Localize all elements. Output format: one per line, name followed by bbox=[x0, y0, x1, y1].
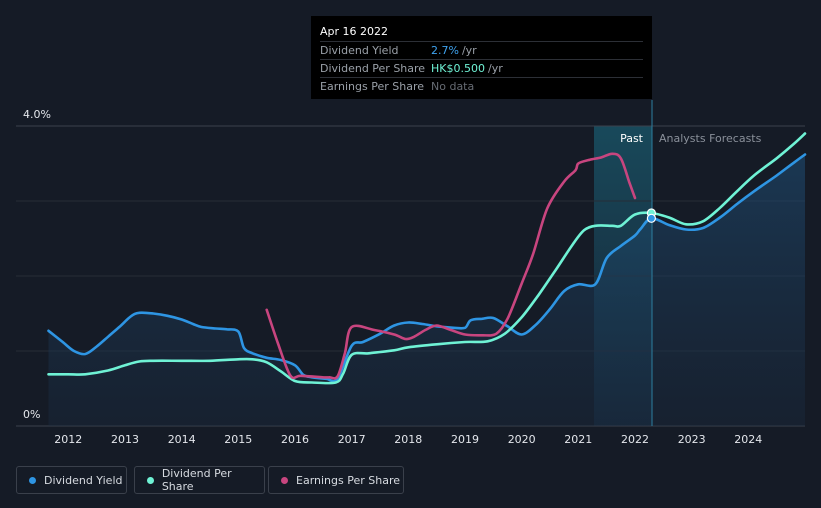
tooltip-label: Earnings Per Share bbox=[320, 80, 425, 93]
legend-dot-icon bbox=[281, 476, 288, 484]
legend-dot-icon bbox=[29, 476, 36, 484]
x-tick-label: 2020 bbox=[508, 433, 536, 446]
y-label-top: 4.0% bbox=[23, 108, 51, 121]
x-tick-label: 2019 bbox=[451, 433, 479, 446]
tooltip-label: Dividend Per Share bbox=[320, 62, 426, 75]
y-label-bottom: 0% bbox=[23, 408, 40, 421]
legend-dot-icon bbox=[147, 476, 154, 484]
dividend-per-share-line bbox=[47, 132, 807, 385]
tooltip: Apr 16 2022 Dividend Yield 2.7% /yr Divi… bbox=[311, 16, 652, 99]
legend-label: Dividend Yield bbox=[44, 473, 123, 487]
x-tick-label: 2018 bbox=[394, 433, 422, 446]
legend-label: Earnings Per Share bbox=[296, 473, 401, 487]
x-tick-label: 2022 bbox=[621, 433, 649, 446]
tooltip-unit: /yr bbox=[487, 62, 503, 75]
x-tick-label: 2016 bbox=[281, 433, 309, 446]
x-tick-label: 2023 bbox=[678, 433, 706, 446]
legend-label: Dividend Per Share bbox=[161, 467, 232, 493]
tooltip-row-dividend-yield: Dividend Yield 2.7% /yr bbox=[320, 41, 643, 59]
tooltip-value: 2.7% bbox=[431, 44, 459, 57]
forecast-label: Analysts Forecasts bbox=[659, 132, 762, 145]
x-tick-label: 2021 bbox=[564, 433, 592, 446]
tooltip-row-dividend-per-share: Dividend Per Share HK$0.500 /yr bbox=[320, 59, 643, 77]
tooltip-value: No data bbox=[431, 80, 475, 93]
x-tick-label: 2024 bbox=[734, 433, 762, 446]
tooltip-unit: /yr bbox=[461, 44, 477, 57]
x-tick-label: 2014 bbox=[168, 433, 196, 446]
past-label: Past bbox=[620, 132, 644, 145]
earnings-per-share-line bbox=[265, 152, 637, 380]
tooltip-value: HK$0.500 bbox=[431, 62, 485, 75]
x-tick-label: 2012 bbox=[54, 433, 82, 446]
legend-dividend-yield[interactable]: Dividend Yield bbox=[16, 466, 127, 494]
x-tick-label: 2015 bbox=[224, 433, 252, 446]
legend-earnings-per-share[interactable]: Earnings Per Share bbox=[268, 466, 404, 494]
dividend-yield-area bbox=[48, 154, 805, 426]
x-tick-label: 2017 bbox=[338, 433, 366, 446]
legend-dividend-per-share[interactable]: Dividend Per Share bbox=[134, 466, 265, 494]
tooltip-label: Dividend Yield bbox=[320, 44, 399, 57]
tooltip-row-earnings-per-share: Earnings Per Share No data bbox=[320, 77, 643, 95]
dividend-yield-marker bbox=[646, 213, 657, 223]
x-tick-label: 2013 bbox=[111, 433, 139, 446]
tooltip-date: Apr 16 2022 bbox=[320, 25, 389, 38]
dividend-yield-line bbox=[47, 153, 807, 383]
